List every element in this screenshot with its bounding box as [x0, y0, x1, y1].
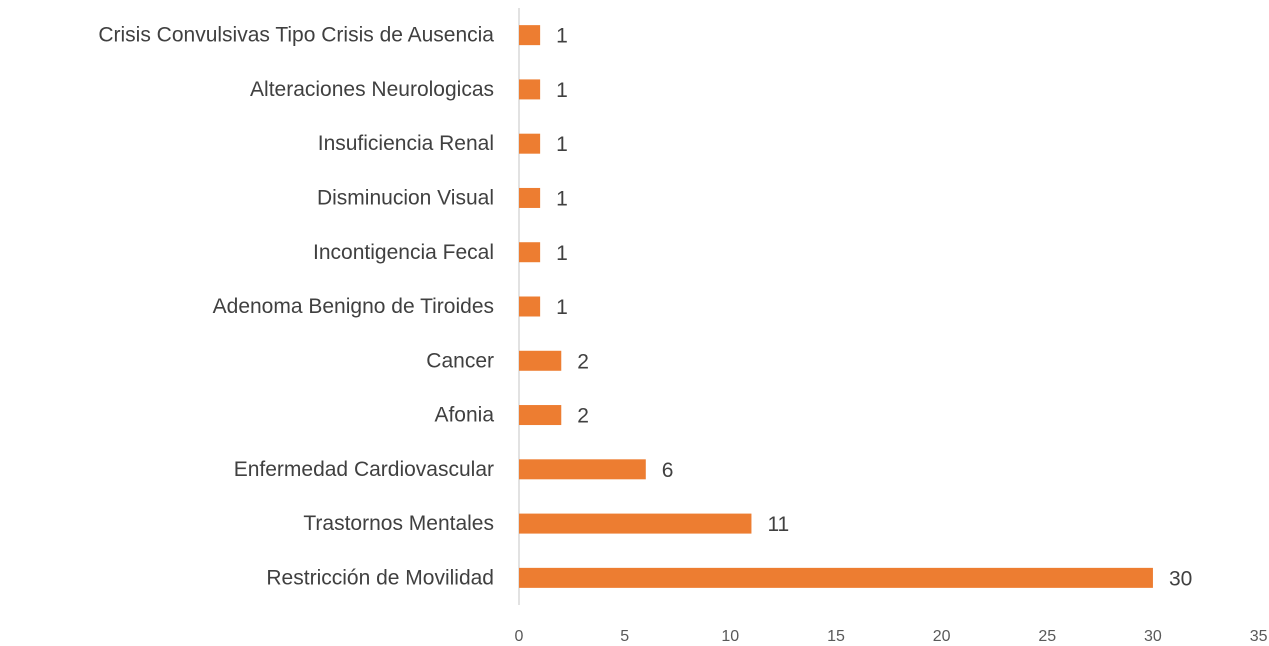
bar	[519, 405, 562, 426]
data-label: 30	[1169, 567, 1192, 590]
y-tick-label: Crisis Convulsivas Tipo Crisis de Ausenc…	[98, 24, 494, 47]
data-label: 2	[577, 350, 589, 373]
x-tick-label: 5	[620, 628, 629, 645]
bar	[519, 187, 541, 208]
x-tick-label: 15	[827, 628, 845, 645]
y-tick-label: Insuficiencia Renal	[318, 132, 494, 155]
bar	[519, 459, 646, 480]
y-tick-label: Disminucion Visual	[317, 187, 494, 210]
bar	[519, 296, 541, 317]
data-label: 1	[556, 25, 568, 48]
bar	[519, 567, 1153, 588]
x-tick-label: 30	[1144, 628, 1162, 645]
data-label: 1	[556, 242, 568, 265]
data-label: 1	[556, 79, 568, 102]
data-label: 2	[577, 405, 589, 428]
y-tick-label: Afonia	[434, 404, 494, 427]
y-tick-label: Restricción de Movilidad	[266, 566, 494, 589]
x-tick-label: 25	[1038, 628, 1056, 645]
x-tick-label: 10	[721, 628, 739, 645]
bar	[519, 513, 752, 534]
data-label: 6	[662, 459, 674, 482]
y-tick-label: Alteraciones Neurologicas	[250, 78, 494, 101]
data-label: 1	[556, 188, 568, 211]
bar	[519, 133, 541, 154]
y-tick-label: Cancer	[426, 349, 494, 372]
bar	[519, 242, 541, 263]
y-tick-label: Enfermedad Cardiovascular	[234, 458, 494, 481]
x-tick-label: 20	[933, 628, 951, 645]
bar	[519, 350, 562, 371]
data-label: 1	[556, 296, 568, 319]
x-tick-label: 0	[515, 628, 524, 645]
y-tick-label: Trastornos Mentales	[303, 512, 494, 535]
y-tick-label: Incontigencia Fecal	[313, 241, 494, 264]
data-label: 11	[767, 513, 789, 536]
bar	[519, 25, 541, 46]
y-tick-label: Adenoma Benigno de Tiroides	[213, 295, 494, 318]
x-tick-label: 35	[1250, 628, 1268, 645]
bar	[519, 79, 541, 100]
data-label: 1	[556, 133, 568, 156]
